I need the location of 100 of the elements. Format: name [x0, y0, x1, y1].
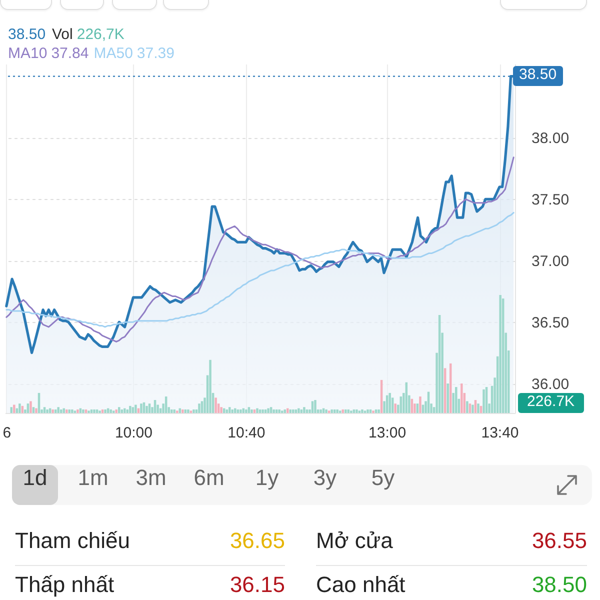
bar	[303, 407, 306, 413]
bar	[104, 409, 106, 413]
bar	[173, 409, 176, 413]
bar	[446, 384, 449, 413]
bar	[187, 409, 190, 413]
bar	[250, 409, 253, 413]
bar	[124, 408, 126, 413]
bar	[226, 409, 228, 413]
bar	[66, 409, 68, 413]
bar	[366, 409, 369, 413]
bar	[231, 409, 234, 413]
bar	[388, 392, 391, 413]
x-tick-label: 10:40	[228, 424, 266, 442]
bar	[140, 404, 142, 413]
bar	[62, 408, 65, 413]
text: 1y	[254, 465, 280, 492]
text: Tham chiếu	[15, 528, 130, 555]
bar	[132, 407, 134, 413]
bar	[336, 409, 338, 413]
x-tick-label: 13:00	[368, 424, 406, 442]
bar	[198, 404, 200, 413]
bar	[292, 409, 294, 413]
x-tick-label: 6	[2, 424, 12, 442]
y-tick-label: 36.50	[532, 314, 570, 332]
x-tick-label: 13:40	[481, 424, 519, 442]
bar	[270, 407, 272, 413]
text: Cao nhất	[316, 572, 406, 599]
text: MA10	[8, 45, 48, 62]
bar	[115, 409, 118, 413]
bar	[18, 404, 21, 413]
bar	[472, 404, 474, 413]
text: 1d	[12, 465, 58, 505]
bar	[311, 401, 314, 413]
bar	[499, 295, 502, 413]
bar	[146, 406, 148, 413]
bar	[118, 407, 120, 413]
bar	[30, 401, 32, 413]
bar	[129, 406, 132, 413]
text: 226.7K	[518, 393, 584, 413]
text: 36.55	[532, 528, 587, 553]
bar	[262, 409, 264, 413]
bar	[182, 409, 184, 413]
y-tick-label: 37.50	[532, 192, 570, 209]
bar	[477, 404, 480, 413]
bar	[267, 408, 270, 413]
bar	[32, 407, 35, 413]
bar	[110, 409, 112, 413]
bar	[57, 407, 60, 413]
bar	[298, 408, 300, 413]
bar	[419, 396, 422, 413]
bar	[278, 409, 280, 413]
bar	[46, 409, 48, 413]
text: MA50	[94, 45, 133, 62]
bar	[35, 408, 38, 413]
bar	[76, 409, 79, 413]
bar	[93, 409, 96, 413]
bar	[455, 387, 458, 413]
text: 226,7K	[76, 26, 124, 43]
bar	[52, 409, 54, 413]
bar	[330, 409, 333, 413]
text: 1m	[76, 465, 110, 492]
bar	[228, 407, 231, 413]
text: 3m	[134, 465, 168, 492]
bar	[286, 408, 289, 413]
bar	[422, 404, 424, 413]
text: Thấp nhất	[15, 572, 114, 599]
bar	[482, 389, 485, 413]
bar	[214, 398, 217, 413]
bar	[245, 409, 248, 413]
bar	[378, 409, 380, 413]
text: 38.50	[532, 572, 587, 597]
bar	[134, 404, 137, 413]
bar	[320, 409, 322, 413]
bar	[342, 409, 344, 413]
line-series	[6, 212, 514, 328]
text: 36.65	[230, 528, 285, 553]
bar	[466, 401, 468, 413]
bar	[209, 360, 212, 413]
ref-line-label: 38.50	[513, 66, 563, 86]
text: 37.84	[51, 45, 89, 62]
bar	[344, 409, 347, 413]
bar	[200, 401, 204, 413]
bar	[192, 409, 195, 413]
y-tick-label: 37.00	[532, 253, 570, 270]
x-tick-label: 10:00	[114, 424, 152, 442]
bar	[356, 409, 358, 413]
text: 5y	[370, 465, 396, 492]
text: 37.39	[136, 45, 174, 62]
bar	[10, 407, 13, 413]
bar	[272, 409, 275, 413]
bar	[248, 407, 250, 413]
bar	[460, 384, 463, 413]
text: Vol	[52, 26, 73, 43]
bar	[71, 409, 74, 413]
bar	[234, 408, 236, 413]
bar	[240, 409, 242, 413]
bar	[13, 404, 16, 413]
bar	[284, 409, 286, 413]
text: Mở cửa	[316, 528, 393, 555]
bar	[220, 407, 222, 413]
